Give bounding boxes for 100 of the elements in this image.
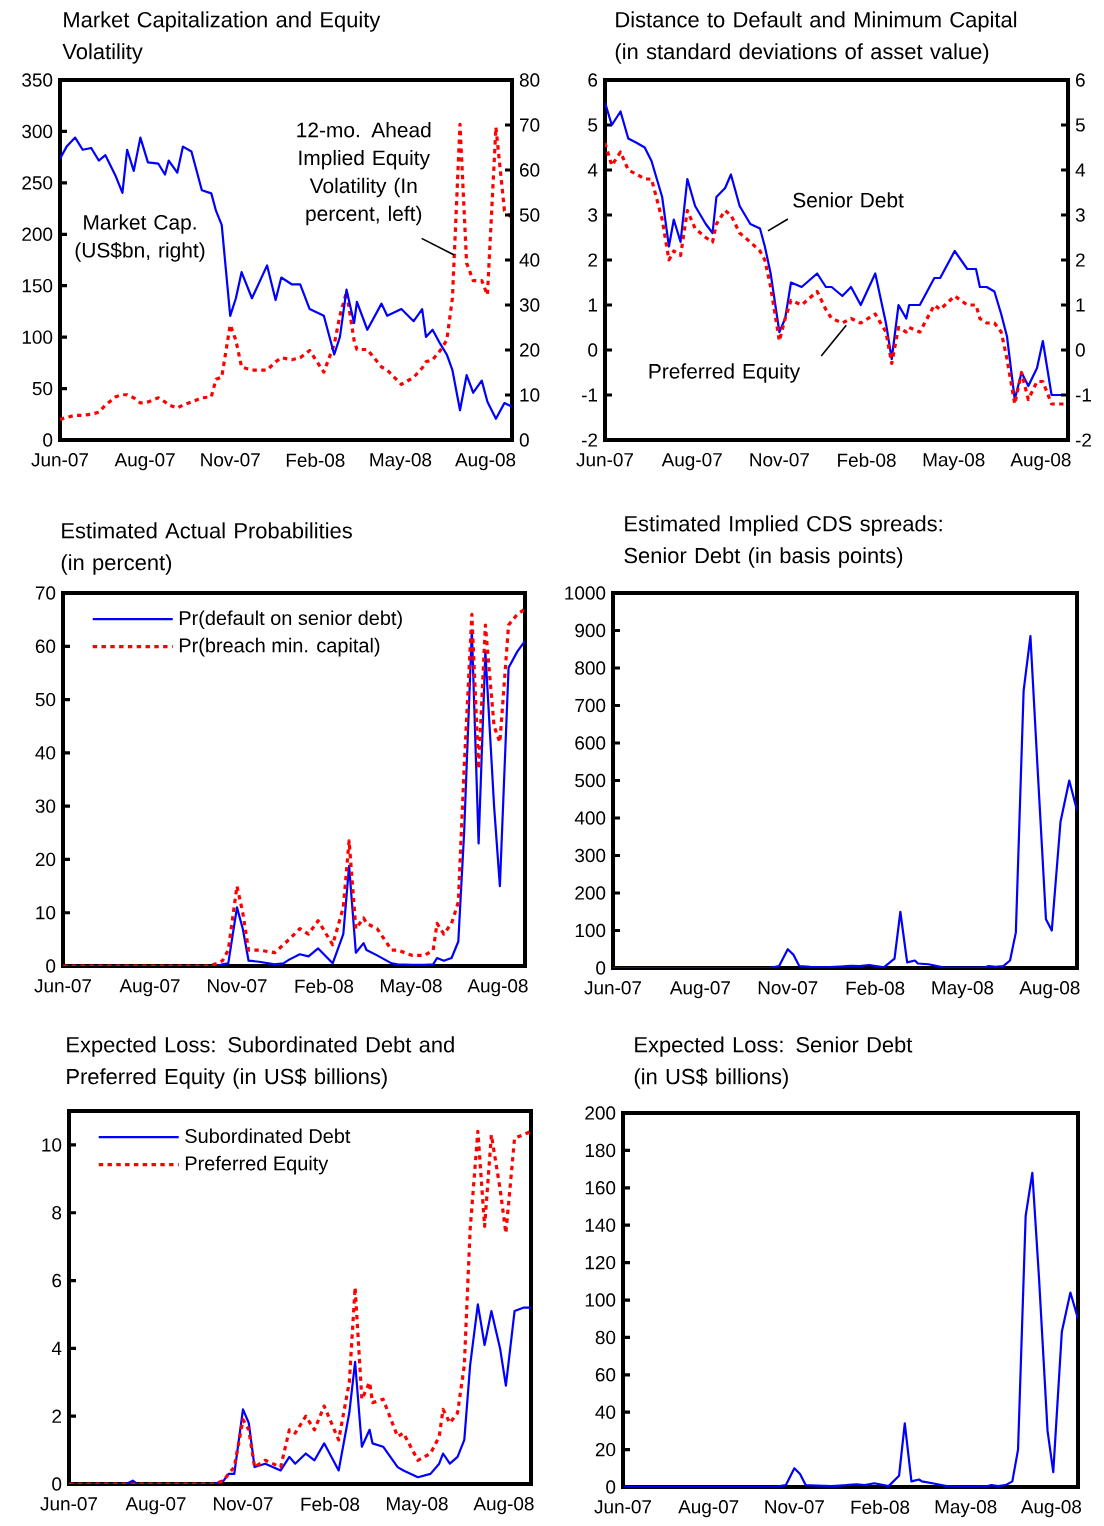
y-tick-label: 350: [22, 73, 53, 87]
x-tick-label: May-08: [923, 453, 985, 471]
y-tick-label: 300: [575, 848, 606, 863]
y-tick-label: 50: [35, 692, 56, 707]
chart-title: Distance to Default and Minimum Capital (in standard deviations of asset value): [615, 11, 1017, 64]
y2-tick-label: 0: [1075, 343, 1085, 357]
x-tick-label: Aug-08: [1020, 1500, 1082, 1518]
x-tick-label: Aug-07: [114, 453, 175, 471]
y2-tick-label: 30: [519, 298, 540, 312]
x-tick-label: Aug-07: [669, 981, 730, 999]
x-tick-label: Nov-07: [208, 979, 267, 993]
y2-tick-label: 70: [520, 118, 540, 132]
y-tick-label: 150: [22, 279, 53, 293]
y-tick-label: 0: [588, 343, 598, 357]
x-tick-label: Jun-07: [31, 453, 88, 467]
x-tick-label: Feb-08: [301, 1497, 360, 1511]
y2-tick-label: 0: [519, 433, 529, 447]
x-tick-label: Jun-07: [40, 1497, 97, 1511]
y-tick-label: 10: [42, 1138, 62, 1152]
x-tick-label: Feb-08: [295, 979, 354, 993]
y2-tick-label: 3: [1075, 208, 1085, 222]
y-tick-label: 60: [595, 1368, 616, 1382]
y-tick-label: 5: [588, 118, 598, 132]
y-tick-label: 2: [588, 253, 598, 267]
y2-tick-label: 60: [520, 163, 540, 177]
y-tick-label: 700: [575, 698, 606, 713]
x-tick-label: Jun-07: [584, 981, 641, 995]
y2-tick-label: 1: [1076, 298, 1085, 312]
x-tick-label: Aug-07: [119, 979, 180, 997]
x-tick-label: Aug-07: [125, 1497, 186, 1515]
y-tick-label: 40: [35, 746, 56, 760]
y-tick-label: 0: [52, 1477, 62, 1491]
y2-tick-label: -1: [1075, 388, 1091, 402]
y-tick-label: 6: [52, 1273, 62, 1288]
x-tick-label: Nov-07: [214, 1497, 273, 1511]
y-tick-label: -2: [581, 433, 598, 447]
y-tick-label: 4: [51, 1341, 62, 1355]
y-tick-label: 70: [35, 586, 56, 600]
x-tick-label: Jun-07: [576, 453, 634, 467]
x-tick-label: Aug-07: [661, 453, 722, 471]
y-tick-label: 180: [585, 1143, 616, 1158]
x-tick-label: May-08: [935, 1500, 997, 1518]
y-tick-label: 200: [575, 886, 606, 900]
y-tick-label: 4: [587, 163, 598, 177]
y-tick-label: 0: [596, 961, 606, 975]
y-tick-label: 80: [595, 1330, 616, 1345]
x-tick-label: Nov-07: [758, 981, 818, 995]
chart-title: Market Capitalization and Equity Volatility: [62, 11, 381, 64]
x-tick-label: Jun-07: [594, 1500, 651, 1514]
y2-tick-label: 2: [1076, 253, 1085, 267]
y2-tick-label: 40: [519, 253, 540, 267]
y-tick-label: 300: [22, 124, 53, 139]
y-tick-label: 8: [52, 1206, 62, 1220]
y-tick-label: 100: [22, 330, 53, 344]
chart-title: Estimated Actual Probabilities (in percent): [61, 522, 352, 575]
y-tick-label: 200: [22, 227, 53, 241]
chart-title: Expected Loss: Senior Debt (in US$ billions): [634, 1036, 913, 1089]
legend-label: Subordinated Debt: [185, 1128, 351, 1144]
y-tick-label: 100: [575, 923, 606, 938]
y2-tick-label: 4: [1075, 163, 1086, 177]
y2-tick-label: 5: [1075, 118, 1085, 132]
y-tick-label: -1: [581, 388, 598, 402]
series-label: Preferred Equity: [649, 363, 801, 383]
y-tick-label: 50: [32, 381, 53, 396]
y-tick-label: 800: [575, 661, 606, 675]
series-label: Market Cap. (US$bn, right): [75, 214, 205, 262]
chart-title: Expected Loss: Subordinated Debt and Preferred Equity (in US$ billions): [67, 1036, 454, 1089]
y-tick-label: 1000: [565, 586, 606, 600]
x-tick-label: Aug-08: [473, 1497, 534, 1515]
legend-label: Preferred Equity: [185, 1155, 329, 1175]
x-tick-label: May-08: [932, 981, 994, 999]
y-tick-label: 30: [35, 799, 56, 813]
x-tick-label: Aug-08: [455, 453, 516, 471]
x-tick-label: May-08: [370, 453, 432, 471]
y2-tick-label: 50: [519, 208, 540, 222]
y-tick-label: 6: [588, 73, 598, 87]
y-tick-label: 60: [35, 639, 56, 654]
y-tick-label: 2: [52, 1409, 62, 1423]
y-tick-label: 250: [22, 176, 53, 190]
y-tick-label: 0: [606, 1480, 616, 1494]
legend-label: Pr(breach min. capital): [179, 637, 380, 657]
y-tick-label: 40: [595, 1405, 616, 1419]
series-label: Senior Debt: [793, 192, 904, 208]
y-tick-label: 0: [46, 959, 56, 973]
x-tick-label: Nov-07: [765, 1500, 824, 1514]
legend-label: Pr(default on senior debt): [179, 610, 402, 630]
y-tick-label: 100: [585, 1293, 616, 1307]
y-tick-label: 10: [36, 906, 56, 920]
x-tick-label: Feb-08: [838, 453, 896, 467]
y-tick-label: 3: [588, 208, 598, 222]
x-tick-label: May-08: [386, 1497, 448, 1515]
y-tick-label: 500: [575, 773, 606, 788]
y-tick-label: 20: [35, 852, 56, 867]
y2-tick-label: 80: [519, 73, 540, 87]
x-tick-label: May-08: [380, 979, 442, 997]
x-tick-label: Feb-08: [851, 1500, 910, 1514]
x-tick-label: Feb-08: [846, 981, 905, 995]
y2-tick-label: 10: [520, 388, 540, 402]
y-tick-label: 200: [585, 1106, 616, 1120]
y-tick-label: 140: [585, 1218, 616, 1232]
